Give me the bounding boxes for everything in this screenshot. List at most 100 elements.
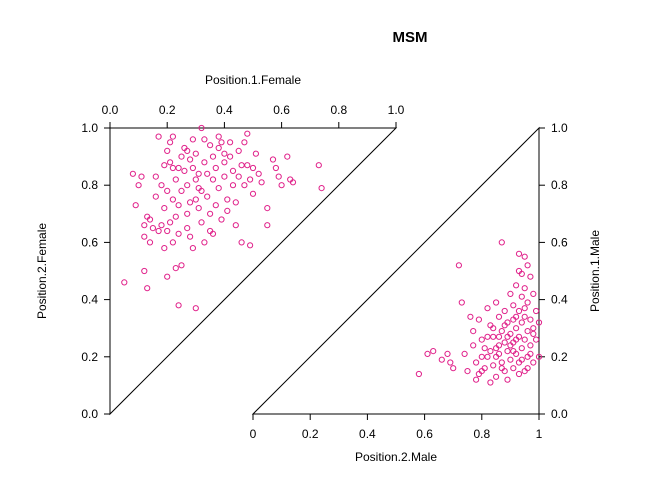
female-point (232, 199, 239, 206)
female-point (215, 133, 222, 140)
female-point (224, 207, 231, 214)
female-x-tick-label: 0.0 (102, 103, 119, 117)
male-point (515, 267, 523, 275)
male-point (521, 305, 528, 312)
female-point (178, 187, 185, 194)
female-point (144, 285, 151, 292)
male-point (521, 253, 528, 260)
male-point (507, 356, 514, 363)
female-y-tick-label: 0.6 (81, 235, 98, 249)
female-point (169, 239, 176, 246)
female-point (155, 227, 162, 235)
male-point (498, 365, 505, 372)
female-point (198, 219, 205, 226)
male-point (533, 336, 540, 343)
female-point (272, 164, 279, 172)
male-point (498, 239, 505, 246)
female-y-tick-label: 0.0 (81, 407, 98, 421)
female-point (149, 225, 156, 232)
male-point (498, 359, 505, 366)
male-point (521, 336, 528, 343)
female-point (195, 205, 202, 212)
female-point (161, 162, 168, 169)
male-point (475, 370, 482, 378)
male-point (521, 313, 528, 320)
female-point (175, 202, 182, 209)
male-point (495, 342, 503, 349)
female-panel: 0.0 0.2 0.4 0.6 0.8 1.0 0.0 0.2 0.4 0.6 0.8 1.0 Po… (35, 73, 405, 421)
female-point (252, 150, 259, 157)
female-point (195, 170, 202, 177)
male-point (464, 368, 471, 375)
female-point (201, 136, 208, 143)
female-point (247, 176, 254, 183)
male-point (524, 328, 531, 335)
male-point (450, 365, 457, 372)
female-point (255, 170, 262, 177)
male-point (515, 250, 523, 257)
female-point (249, 164, 257, 172)
female-point (235, 173, 242, 180)
male-point (458, 299, 465, 306)
female-x-axis-label: Position.1.Female (205, 73, 301, 87)
female-point (169, 164, 176, 172)
female-point (175, 230, 182, 237)
male-point (530, 290, 537, 297)
female-point (189, 164, 196, 172)
female-point (192, 176, 199, 183)
male-point (510, 348, 517, 355)
female-point (229, 182, 237, 189)
male-point (475, 316, 482, 323)
male-x-tick-label: 1 (536, 427, 543, 441)
female-point (244, 130, 251, 137)
female-point (121, 279, 128, 286)
male-point (467, 313, 474, 320)
female-x-tick-label: 0.6 (273, 103, 290, 117)
female-point (184, 147, 191, 154)
male-triangle-frame (251, 126, 540, 415)
male-point (527, 316, 534, 323)
male-point (484, 353, 491, 360)
female-x-tick-label: 0.2 (159, 103, 176, 117)
male-point (501, 322, 508, 329)
male-point (535, 319, 543, 326)
female-point (258, 179, 265, 186)
female-point (221, 173, 228, 180)
female-point (192, 196, 199, 203)
male-x-ticks: 0 0.2 0.4 0.6 0.8 1 (250, 414, 543, 441)
male-y-axis-label: Position.1.Male (588, 230, 602, 312)
male-point (487, 379, 494, 386)
female-point (158, 222, 165, 229)
female-point (146, 216, 154, 223)
male-point (455, 262, 462, 269)
female-point (164, 147, 171, 154)
female-point (241, 139, 248, 146)
male-point (504, 376, 511, 383)
male-point (518, 356, 525, 363)
female-points (121, 124, 325, 312)
female-x-tick-label: 0.8 (330, 103, 347, 117)
female-point (289, 179, 297, 186)
female-point (178, 153, 185, 160)
female-point (241, 182, 248, 189)
female-point (224, 196, 231, 203)
female-point (164, 187, 171, 194)
male-point (461, 350, 468, 357)
female-point (189, 136, 196, 143)
male-point (530, 359, 537, 366)
female-point (218, 139, 225, 146)
female-point (244, 162, 251, 169)
female-point (138, 173, 145, 180)
male-point (530, 330, 537, 337)
male-point (510, 365, 517, 372)
male-point (535, 353, 543, 360)
female-point (172, 176, 179, 183)
male-x-axis-label: Position.2.Male (355, 450, 437, 464)
female-y-tick-label: 0.4 (81, 293, 98, 307)
female-point (318, 185, 325, 192)
female-point (164, 227, 171, 235)
male-point (513, 325, 520, 332)
female-point (201, 239, 208, 246)
female-y-axis-label: Position.2.Female (35, 223, 49, 319)
male-points (415, 239, 543, 386)
